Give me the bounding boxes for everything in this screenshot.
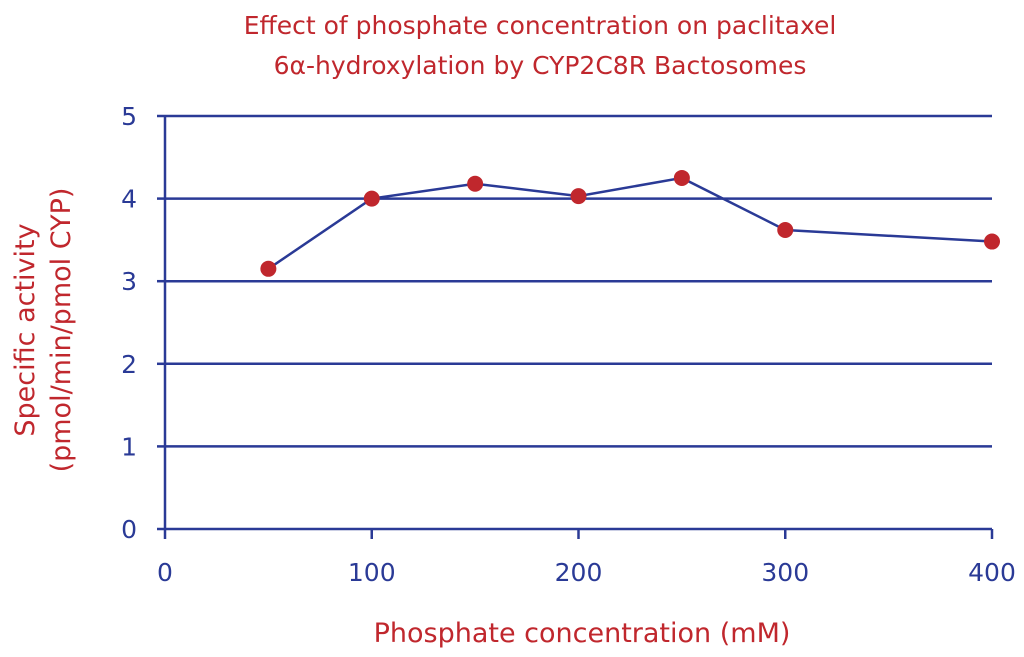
data-point-250 [673,169,690,186]
y-tick-label-4: 4 [121,185,137,214]
axes [157,114,994,539]
x-axis-title: Phosphate concentration (mM) [374,618,791,649]
y-axis-title-line-1: Specific activity [10,223,41,436]
x-tick-label-100: 100 [348,558,396,587]
y-tick-labels: 0 1 2 3 4 5 [121,102,137,544]
data-point-300 [777,221,794,238]
x-tick-label-300: 300 [761,558,809,587]
y-tick-label-5: 5 [121,102,137,131]
chart-title-line-1: Effect of phosphate concentration on pac… [244,11,837,40]
y-axis-title-line-2: (pmol/min/pmol CYP) [46,188,77,473]
data-point-50 [260,260,277,277]
y-tick-label-0: 0 [121,515,137,544]
x-tick-label-0: 0 [157,558,173,587]
x-tick-labels: 0 100 200 300 400 [157,558,1016,587]
y-tick-label-3: 3 [121,267,137,296]
gridlines [165,114,992,448]
data-series [260,169,1000,277]
series-line-0 [267,176,993,270]
y-tick-label-1: 1 [121,432,137,461]
data-point-200 [570,188,587,205]
x-tick-label-400: 400 [968,558,1016,587]
data-point-150 [467,175,484,192]
y-axis-title: Specific activity (pmol/min/pmol CYP) [10,188,77,473]
data-point-100 [363,190,380,207]
y-tick-label-2: 2 [121,350,137,379]
x-tick-label-200: 200 [555,558,603,587]
data-point-400 [984,233,1000,250]
chart-title-line-2: 6α-hydroxylation by CYP2C8R Bactosomes [274,51,807,80]
